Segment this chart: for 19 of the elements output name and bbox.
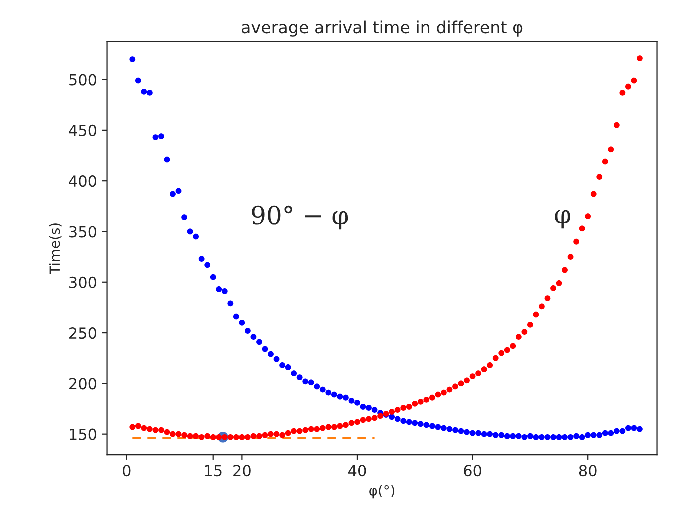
y-tick-label: 400 xyxy=(69,176,97,188)
y-tick-label: 500 xyxy=(70,74,97,86)
chart-title: average arrival time in different φ xyxy=(242,20,523,37)
x-tick-label: 20 xyxy=(234,465,251,477)
x-tick-label: 60 xyxy=(464,465,482,477)
y-tick-label: 200 xyxy=(70,378,97,390)
y-axis-title: Time(s) xyxy=(49,224,62,275)
x-axis-title: φ(°) xyxy=(370,485,395,499)
x-tick-label: 80 xyxy=(579,465,597,477)
x-tick-label: 15 xyxy=(205,465,222,477)
x-tick-label: 40 xyxy=(348,465,366,477)
y-tick-label: 300 xyxy=(70,276,97,288)
y-tick-label: 250 xyxy=(70,328,97,340)
y-tick-label: 450 xyxy=(69,124,97,136)
series-label: φ xyxy=(555,210,570,229)
x-tick-label: 0 xyxy=(123,465,131,477)
text: 90° − φ xyxy=(252,206,348,230)
y-tick-label: 350 xyxy=(70,226,97,238)
y-tick-label: 150 xyxy=(70,428,97,440)
